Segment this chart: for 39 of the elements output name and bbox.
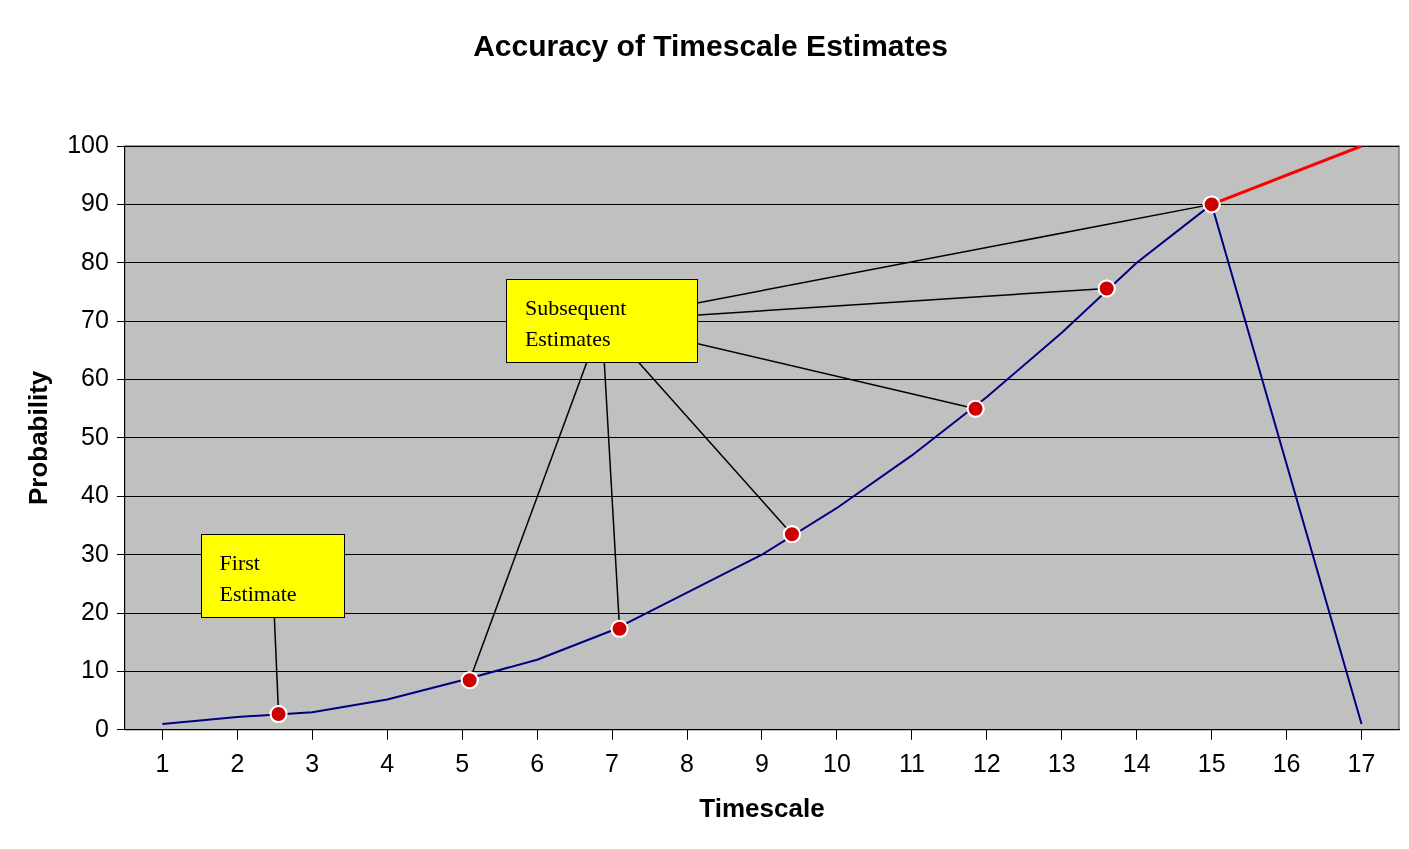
x-tick-label: 5 [455, 748, 470, 777]
x-tick-label: 10 [823, 748, 851, 777]
y-axis-title: Probability [22, 370, 53, 506]
x-axis-title: Timescale [699, 792, 825, 823]
point [269, 705, 288, 724]
x-tick-label: 4 [380, 748, 395, 777]
y-tick-label: 60 [81, 363, 109, 392]
point [782, 525, 801, 544]
point [1097, 279, 1116, 298]
x-tick-label: 13 [1047, 748, 1076, 777]
y-tick-label: 20 [81, 596, 109, 625]
x-tick-label: 1 [155, 748, 170, 777]
y-tick-label: 90 [81, 188, 109, 217]
y-tick-label: 40 [81, 480, 109, 509]
x-tick-label: 2 [230, 748, 245, 777]
x-tick-label: 11 [898, 748, 925, 777]
x-tick-label: 12 [972, 748, 1001, 777]
x-tick-label: 7 [605, 748, 620, 777]
chart-title: Accuracy of Timescale Estimates [473, 29, 948, 63]
x-tick-label: 17 [1347, 748, 1376, 777]
y-tick-label: 30 [81, 538, 109, 567]
y-tick-label: 50 [81, 421, 109, 450]
point [460, 671, 479, 690]
x-tick-label: 3 [305, 748, 320, 777]
callout-box: First Estimate [200, 534, 345, 619]
y-tick-label: 80 [81, 246, 109, 275]
y-tick-label: 10 [81, 655, 109, 684]
x-tick-label: 15 [1197, 748, 1226, 777]
callout-box: Subsequent Estimates [505, 279, 698, 364]
x-tick-label: 16 [1272, 748, 1301, 777]
point [966, 399, 985, 418]
point [610, 619, 629, 638]
y-tick-label: 70 [81, 305, 109, 334]
x-tick-label: 9 [755, 748, 769, 777]
x-tick-label: 6 [530, 748, 545, 777]
y-tick-label: 0 [95, 713, 109, 742]
x-tick-label: 14 [1122, 748, 1151, 777]
y-tick-label: 100 [67, 129, 109, 158]
x-tick-label: 8 [680, 748, 694, 777]
